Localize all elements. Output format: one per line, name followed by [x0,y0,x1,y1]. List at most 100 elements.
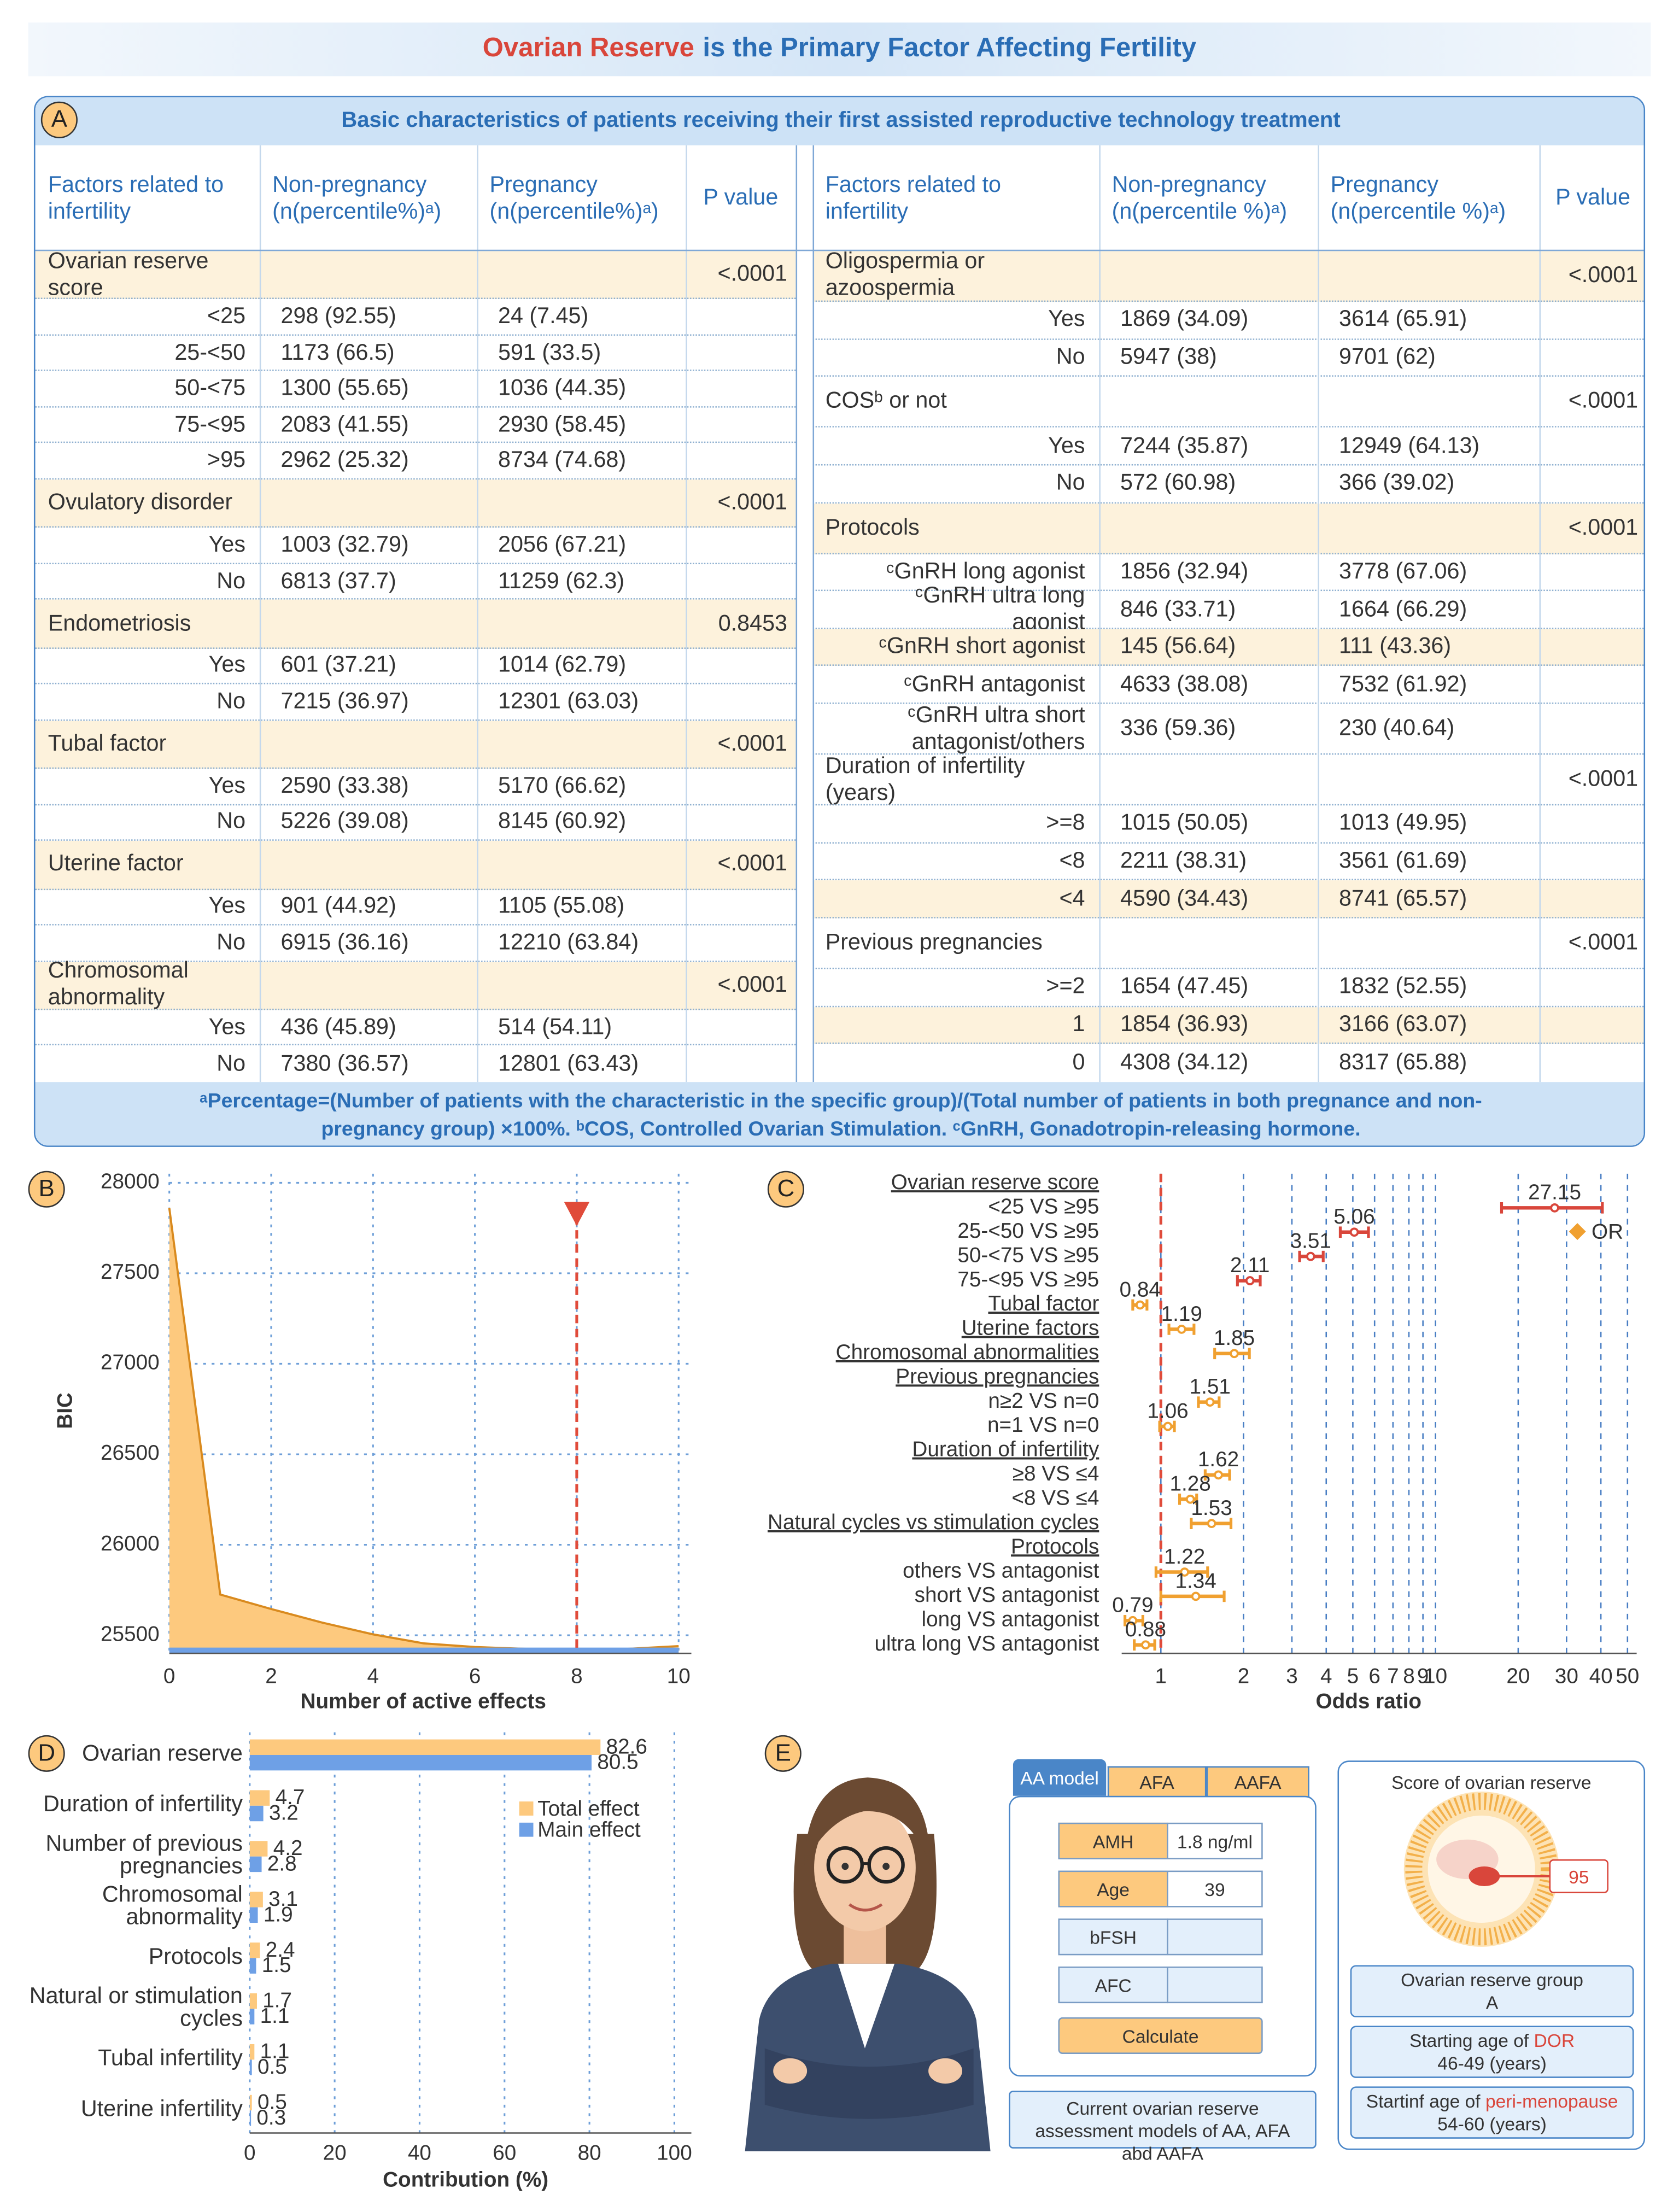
category-heading: Tubal factor [988,1292,1099,1315]
table-cell: >=2 [1046,975,1085,999]
table-cell: 12301 (63.03) [498,689,639,714]
data-label: 1.85 [1214,1326,1255,1350]
category-label: <25 VS ≥95 [988,1195,1099,1219]
y-tick-label: 25500 [101,1622,160,1646]
table-cell: 5226 (39.08) [280,810,409,835]
x-tick-label: 20 [323,2141,347,2164]
y-tick-label: 27000 [101,1351,160,1374]
shirt [838,1963,895,2049]
table-cell: 1654 (47.45) [1120,975,1249,999]
table-cell: 3778 (67.06) [1339,559,1467,584]
y-tick-label: Chromosomal abnormality [102,1883,243,1930]
table-cell: 2590 (33.38) [280,774,409,799]
table-cell: 0.8453 [718,611,788,636]
table-cell: Yes [208,1015,246,1040]
table-cell: 7244 (35.87) [1120,434,1249,458]
field-value[interactable]: 1.8 ng/ml [1167,1822,1263,1859]
x-tick-label: 30 [1555,1664,1578,1688]
table-cell: 8734 (74.68) [498,448,627,473]
bar [249,2044,255,2060]
table-cell: Ovulatory disorder [48,491,233,516]
table-cell: ᶜGnRH ultra long agonist [915,584,1085,635]
point [1550,1203,1559,1213]
y-axis-label: BIC [54,1392,77,1429]
y-tick-label: Duration of infertility [43,1793,243,1817]
calculate-button[interactable]: Calculate [1058,2017,1263,2055]
table-cell: Yes [1048,308,1085,332]
x-axis-label: Contribution (%) [383,2168,548,2191]
result-label-text: Startinf age of [1366,2091,1481,2112]
tab[interactable]: AA model [1013,1759,1107,1796]
table-row: ᶜGnRH antagonist 4633 (38.08) 7532 (61.92) [812,666,1644,704]
bar [249,2110,251,2126]
calculator-caption: Current ovarian reserve assessment model… [1009,2091,1317,2164]
table-cell: 1856 (32.94) [1120,559,1249,584]
field-value[interactable]: 39 [1167,1870,1263,1907]
reference-marker [564,1202,590,1226]
legend-marker [1569,1223,1586,1240]
table-cell: 298 (92.55) [280,305,396,329]
table-cell: <.0001 [717,852,788,877]
category-heading: Ovarian reserve score [891,1171,1099,1194]
panel-label: D [28,1735,65,1772]
column-divider [1318,145,1319,1082]
table-cell: >95 [207,448,246,473]
table-cell: 2962 (25.32) [280,448,409,473]
table-cell: 2930 (58.45) [498,413,627,437]
data-label: 0.84 [1120,1278,1161,1301]
bar [249,1856,262,1872]
y-tick-label: Tubal infertility [98,2047,243,2071]
table-cell: 2083 (41.55) [280,413,409,437]
table-cell: 436 (45.89) [280,1015,396,1040]
tab[interactable]: AAFA [1206,1766,1309,1798]
table-cell: ᶜGnRH ultra short antagonist/others [908,703,1085,754]
bar [249,1841,268,1857]
point [1214,1470,1223,1480]
title-banner: Ovarian Reserve is the Primary Factor Af… [28,22,1651,77]
table-row: Chromosomal abnormality <.0001 [35,959,796,1010]
data-label: 82.6 [606,1735,647,1758]
header-cell: P value [703,186,779,210]
table-row: ᶜGnRH ultra short antagonist/others 336 (… [812,703,1644,755]
field-label: Age [1058,1870,1168,1907]
table-cell: 75-<95 [174,413,246,437]
result: Startinf age of peri-menopause 54-60 (ye… [1350,2086,1634,2139]
table-cell: 7380 (36.57) [280,1052,409,1076]
bar [249,1754,592,1771]
field-value[interactable] [1167,1918,1263,1956]
table-cell: 514 (54.11) [498,1015,612,1040]
table-row: No 5226 (39.08) 8145 (60.92) [35,805,796,841]
table-cell: 4590 (34.43) [1120,887,1249,911]
header-cell: Factors related to infertility [48,173,224,224]
table-cell: No [217,689,246,714]
table-cell: 1014 (62.79) [498,653,627,678]
panel-label: A [40,101,78,138]
table-cell: <25 [207,305,246,329]
data-label: 5.06 [1333,1205,1374,1228]
y-tick-label: Protocols [148,1945,243,1970]
result-label: Startinf age of peri-menopause [1352,2091,1633,2113]
table-row: Yes 436 (45.89) 514 (54.11) [35,1010,796,1046]
bar [249,1892,263,1907]
x-tick-label: 4 [367,1664,379,1688]
result-label-highlight: DOR [1534,2030,1575,2051]
bar [249,2059,252,2075]
table-cell: 1105 (55.08) [498,894,625,919]
table-row: Ovulatory disorder <.0001 [35,479,796,528]
table-row: No 6813 (37.7) 11259 (62.3) [35,564,796,600]
result-label: Starting age of DOR [1352,2030,1633,2052]
tab[interactable]: AFA [1107,1766,1207,1798]
score-title: Score of ovarian reserve [1391,1771,1592,1793]
table-cell: <.0001 [717,491,788,516]
x-tick-label: 0 [163,1664,175,1688]
table-cell: 1300 (55.65) [280,377,409,401]
x-axis-label: Number of active effects [301,1690,546,1713]
table-row: Yes 7244 (35.87) 12949 (64.13) [812,428,1644,466]
category-heading: Uterine factors [962,1316,1099,1340]
bar [249,1958,256,1974]
field-value[interactable] [1167,1967,1263,2004]
data-label: 3.2 [269,1801,299,1825]
column-divider [477,145,478,1082]
y-tick-label: Uterine infertility [80,2097,243,2122]
